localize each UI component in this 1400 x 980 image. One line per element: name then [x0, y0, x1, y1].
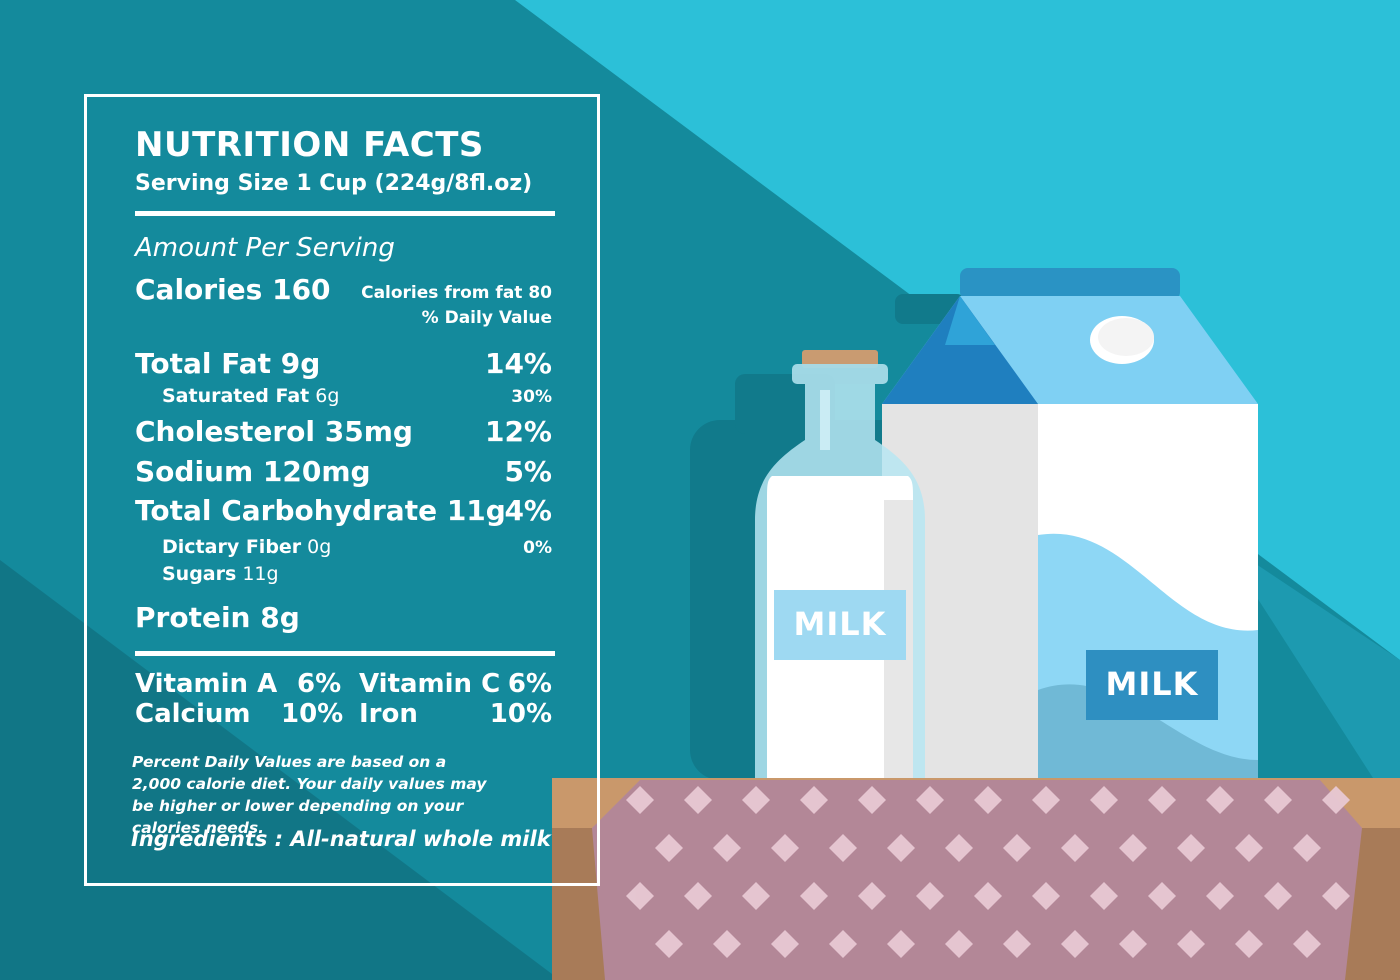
tablecloth-pattern [626, 786, 1350, 958]
vitamin-a-label: Vitamin A [135, 669, 278, 699]
calcium-label: Calcium [135, 699, 251, 729]
saturated-fat-percent: 30% [511, 387, 552, 407]
total-fat-label: Total Fat 9g [135, 347, 321, 380]
tablecloth-diamond [829, 834, 857, 862]
iron-label: Iron [359, 699, 418, 729]
nutrition-facts-panel: NUTRITION FACTS Serving Size 1 Cup (224g… [84, 94, 600, 886]
tablecloth-diamond [1061, 834, 1089, 862]
vitamin-a-percent: 6% [297, 669, 342, 699]
tablecloth-diamond [916, 786, 944, 814]
tablecloth-diamond [1148, 786, 1176, 814]
tablecloth-diamond [742, 786, 770, 814]
milk-carton [882, 268, 1258, 806]
tablecloth-diamond [684, 882, 712, 910]
tablecloth-diamond [713, 930, 741, 958]
tablecloth-diamond [655, 930, 683, 958]
tablecloth-diamond [1235, 930, 1263, 958]
tablecloth-diamond [1148, 882, 1176, 910]
protein: Protein 8g [135, 601, 300, 634]
tablecloth-diamond [800, 786, 828, 814]
saturated-fat-label: Saturated Fat [162, 385, 310, 407]
total-fat-percent: 14% [484, 347, 552, 380]
carton-milk-label: MILK [1105, 665, 1199, 703]
tablecloth-diamond [1206, 882, 1234, 910]
tablecloth-diamond [974, 882, 1002, 910]
vitamin-c-label: Vitamin C [359, 669, 501, 699]
tablecloth-diamond [858, 786, 886, 814]
tablecloth-diamond [655, 834, 683, 862]
tablecloth-diamond [1177, 930, 1205, 958]
cholesterol-percent: 12% [484, 415, 552, 448]
cholesterol-label: Cholesterol 35mg [135, 415, 413, 448]
tablecloth-diamond [1119, 930, 1147, 958]
daily-values-footnote: Percent Daily Values are based on a 2,00… [132, 753, 487, 837]
tablecloth-diamond [887, 930, 915, 958]
tablecloth-diamond [1090, 786, 1118, 814]
calories-from-fat: Calories from fat 80 [361, 283, 552, 303]
tablecloth-diamond [626, 786, 654, 814]
background-right-shade [1220, 540, 1400, 820]
dietary-fiber-label: Dictary Fiber [162, 536, 302, 558]
saturated-fat-row: Saturated Fat 6g [162, 385, 339, 407]
divider-top [135, 211, 555, 216]
divider-bottom [135, 651, 555, 656]
tablecloth-diamond [771, 834, 799, 862]
tablecloth-diamond [742, 882, 770, 910]
tablecloth-diamond [626, 882, 654, 910]
tablecloth-diamond [684, 786, 712, 814]
tablecloth-diamond [1322, 882, 1350, 910]
sugars-label: Sugars [162, 563, 237, 585]
sodium-percent: 5% [504, 455, 552, 488]
tablecloth-diamond [1032, 882, 1060, 910]
milk-bottle [755, 350, 925, 808]
iron-percent: 10% [489, 699, 552, 729]
tablecloth-diamond [1206, 786, 1234, 814]
tablecloth-diamond [1293, 930, 1321, 958]
sodium-label: Sodium 120mg [135, 455, 371, 488]
tablecloth-diamond [916, 882, 944, 910]
tablecloth-diamond [713, 834, 741, 862]
tablecloth-diamond [1090, 882, 1118, 910]
tablecloth-diamond [1003, 930, 1031, 958]
tablecloth-diamond [945, 834, 973, 862]
daily-value-header: % Daily Value [421, 308, 552, 328]
tablecloth-diamond [1032, 786, 1060, 814]
amount-per-serving: Amount Per Serving [135, 233, 395, 263]
nutrition-title: NUTRITION FACTS [135, 125, 484, 165]
tablecloth-diamond [1235, 834, 1263, 862]
tablecloth-diamond [887, 834, 915, 862]
tablecloth-diamond [1293, 834, 1321, 862]
total-carbohydrate-label: Total Carbohydrate 11g [135, 494, 506, 527]
tablecloth-diamond [1119, 834, 1147, 862]
sugars-row: Sugars 11g [162, 563, 279, 585]
tablecloth-diamond [1061, 930, 1089, 958]
bottle-milk-label: MILK [793, 605, 887, 643]
tablecloth-diamond [1177, 834, 1205, 862]
calories: Calories 160 [135, 273, 331, 306]
background-lower-shade [0, 560, 560, 980]
sugars-amount: 11g [242, 563, 279, 585]
tablecloth-diamond [1003, 834, 1031, 862]
dietary-fiber-percent: 0% [523, 538, 552, 558]
serving-size: Serving Size 1 Cup (224g/8fl.oz) [135, 171, 533, 196]
saturated-fat-amount: 6g [315, 385, 340, 407]
tablecloth-diamond [974, 786, 1002, 814]
calcium-percent: 10% [281, 699, 344, 729]
vitamin-c-percent: 6% [507, 669, 552, 699]
ingredients: Ingredients : All-natural whole milk [131, 827, 551, 851]
total-carbohydrate-percent: 4% [504, 494, 552, 527]
tablecloth-diamond [771, 930, 799, 958]
tablecloth-diamond [1264, 882, 1292, 910]
dietary-fiber-row: Dictary Fiber 0g [162, 536, 331, 558]
tablecloth-diamond [858, 882, 886, 910]
dietary-fiber-amount: 0g [307, 536, 332, 558]
tablecloth-diamond [1264, 786, 1292, 814]
tablecloth-diamond [800, 882, 828, 910]
tablecloth-diamond [1322, 786, 1350, 814]
tablecloth-diamond [829, 930, 857, 958]
tablecloth-diamond [945, 930, 973, 958]
